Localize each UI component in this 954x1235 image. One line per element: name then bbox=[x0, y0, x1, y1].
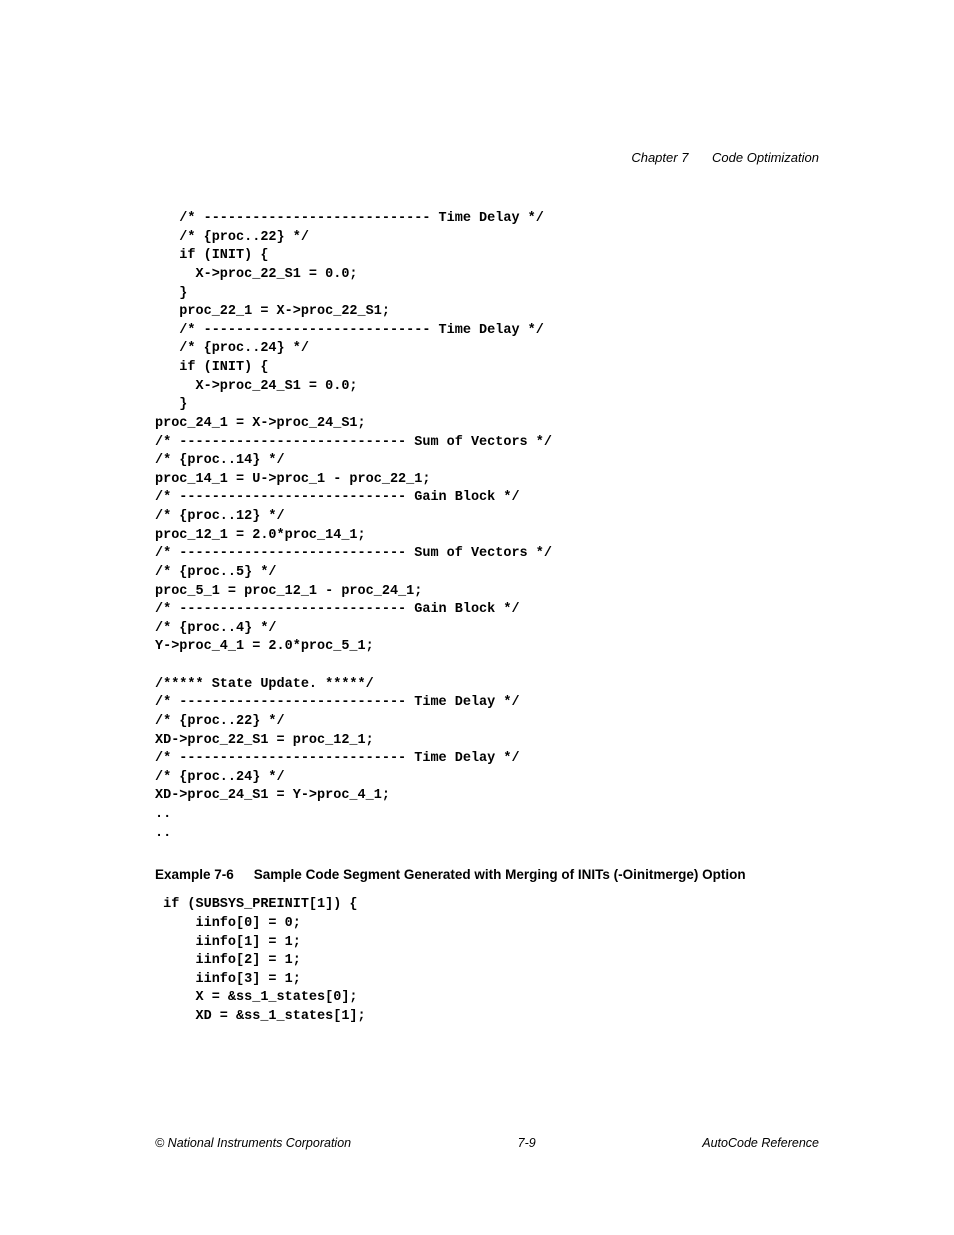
footer-left: © National Instruments Corporation bbox=[155, 1136, 351, 1150]
chapter-label: Chapter 7 bbox=[631, 150, 688, 165]
footer-center: 7-9 bbox=[518, 1136, 536, 1150]
page-header: Chapter 7 Code Optimization bbox=[155, 150, 819, 165]
chapter-title: Code Optimization bbox=[712, 150, 819, 165]
code-block-2: if (SUBSYS_PREINIT[1]) { iinfo[0] = 0; i… bbox=[155, 896, 819, 1026]
page-footer: © National Instruments Corporation 7-9 A… bbox=[155, 1136, 819, 1150]
example-number: Example 7-6 bbox=[155, 867, 234, 882]
footer-right: AutoCode Reference bbox=[702, 1136, 819, 1150]
example-heading: Example 7-6 Sample Code Segment Generated… bbox=[155, 867, 819, 882]
code-block-1: /* ---------------------------- Time Del… bbox=[155, 210, 819, 843]
example-caption: Sample Code Segment Generated with Mergi… bbox=[254, 867, 746, 882]
